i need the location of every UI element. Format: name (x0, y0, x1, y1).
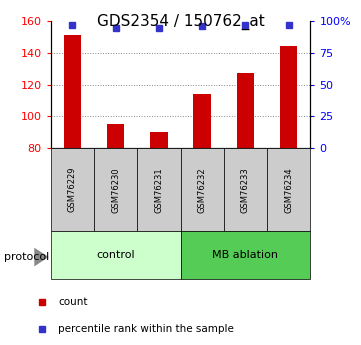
Text: count: count (58, 297, 88, 307)
Text: GSM76230: GSM76230 (111, 167, 120, 213)
Polygon shape (34, 248, 49, 266)
Bar (224, 148, 267, 231)
Bar (280, 46, 297, 148)
Bar (193, 94, 211, 148)
Bar (237, 73, 254, 148)
Bar (51, 231, 180, 279)
Text: percentile rank within the sample: percentile rank within the sample (58, 324, 234, 334)
Bar (180, 148, 224, 231)
Text: GSM76232: GSM76232 (198, 167, 206, 213)
Text: GSM76234: GSM76234 (284, 167, 293, 213)
Bar (137, 148, 180, 231)
Text: MB ablation: MB ablation (213, 250, 278, 260)
Text: GSM76229: GSM76229 (68, 167, 77, 213)
Text: GSM76231: GSM76231 (155, 167, 163, 213)
Bar (180, 231, 310, 279)
Bar (267, 148, 310, 231)
Text: GSM76233: GSM76233 (241, 167, 250, 213)
Bar (150, 132, 168, 148)
Bar (51, 148, 94, 231)
Text: GDS2354 / 150762_at: GDS2354 / 150762_at (97, 14, 264, 30)
Bar (107, 125, 124, 148)
Text: protocol: protocol (4, 252, 49, 262)
Bar (64, 35, 81, 148)
Text: control: control (96, 250, 135, 260)
Bar (94, 148, 137, 231)
